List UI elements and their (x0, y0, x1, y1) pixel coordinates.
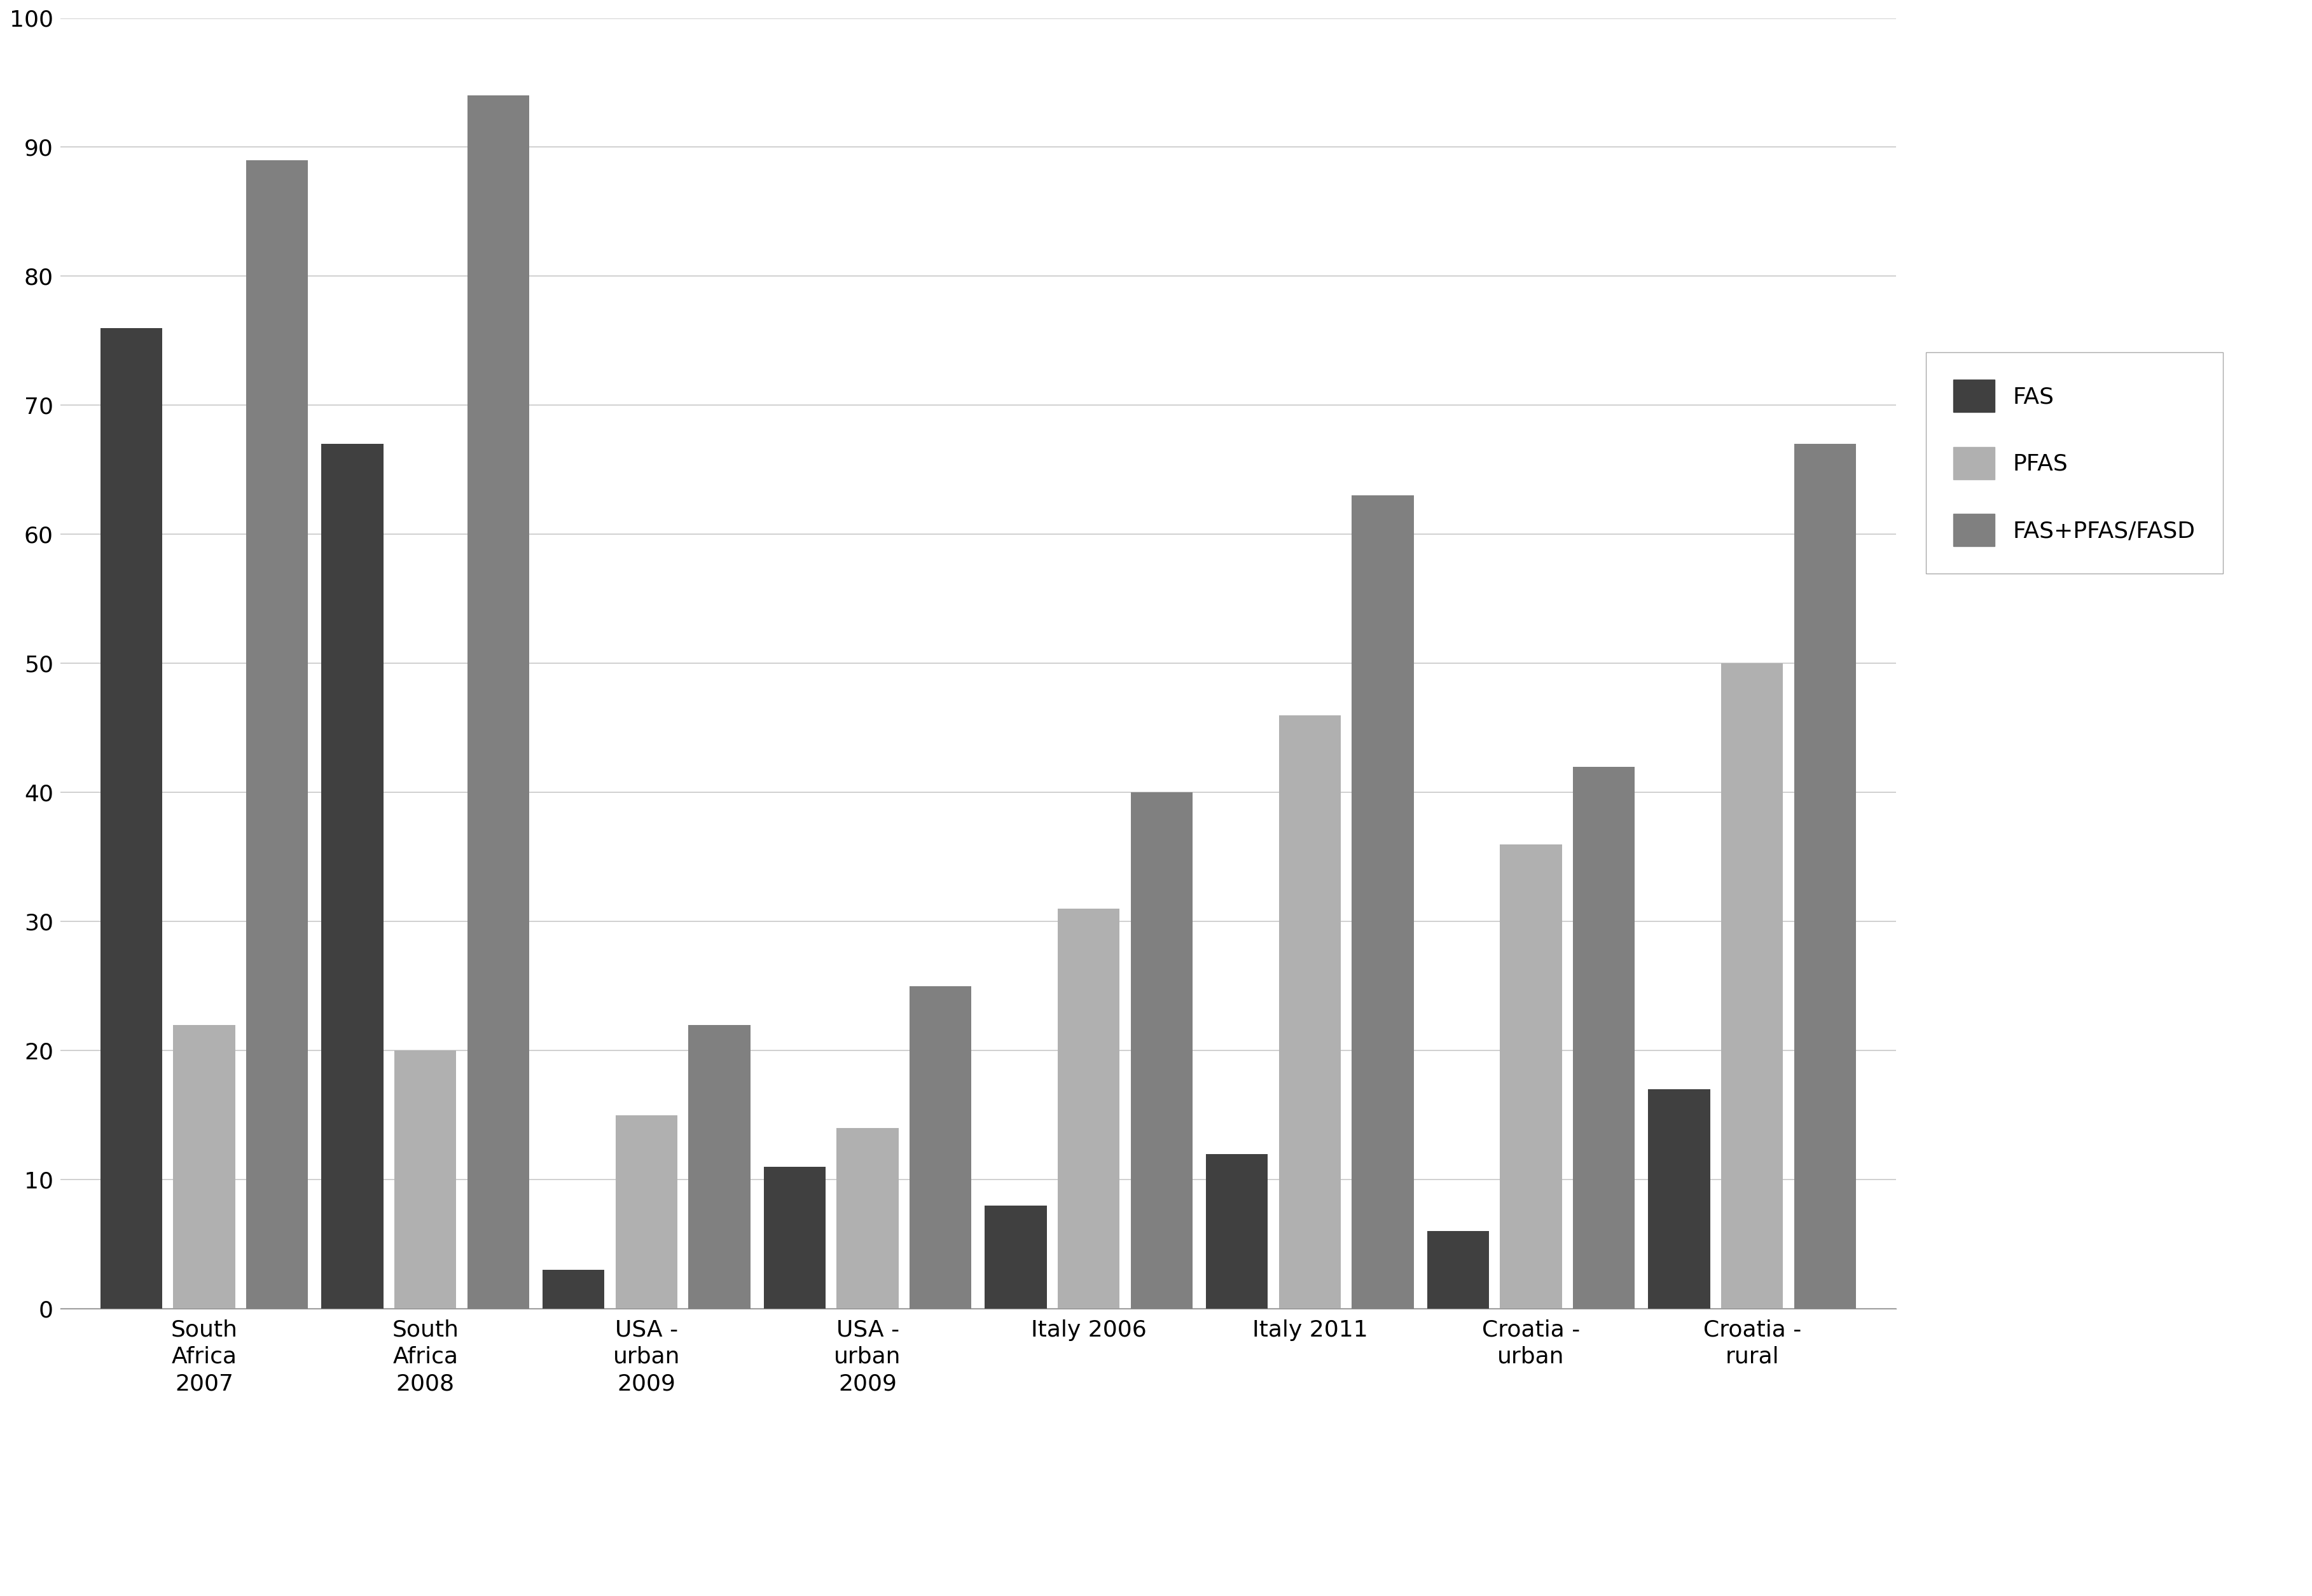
Bar (1131, 793, 1193, 1309)
Bar (467, 96, 529, 1309)
Bar (1648, 1090, 1711, 1309)
Bar (1720, 664, 1783, 1309)
Bar (1353, 496, 1413, 1309)
Bar (1427, 1231, 1489, 1309)
Bar (543, 1270, 603, 1309)
Bar (763, 1167, 825, 1309)
Bar (1794, 444, 1857, 1309)
Bar (99, 327, 162, 1309)
Bar (173, 1025, 236, 1309)
Bar (1059, 908, 1119, 1309)
Bar (247, 160, 307, 1309)
Bar (837, 1128, 899, 1309)
Bar (1500, 844, 1563, 1309)
Bar (689, 1025, 751, 1309)
Bar (985, 1205, 1047, 1309)
Bar (321, 444, 384, 1309)
Bar (909, 986, 971, 1309)
Bar (1207, 1154, 1267, 1309)
Bar (1279, 715, 1341, 1309)
Bar (615, 1116, 677, 1309)
Legend: FAS, PFAS, FAS+PFAS/FASD: FAS, PFAS, FAS+PFAS/FASD (1926, 353, 2224, 573)
Bar (395, 1050, 455, 1309)
Bar (1572, 766, 1635, 1309)
